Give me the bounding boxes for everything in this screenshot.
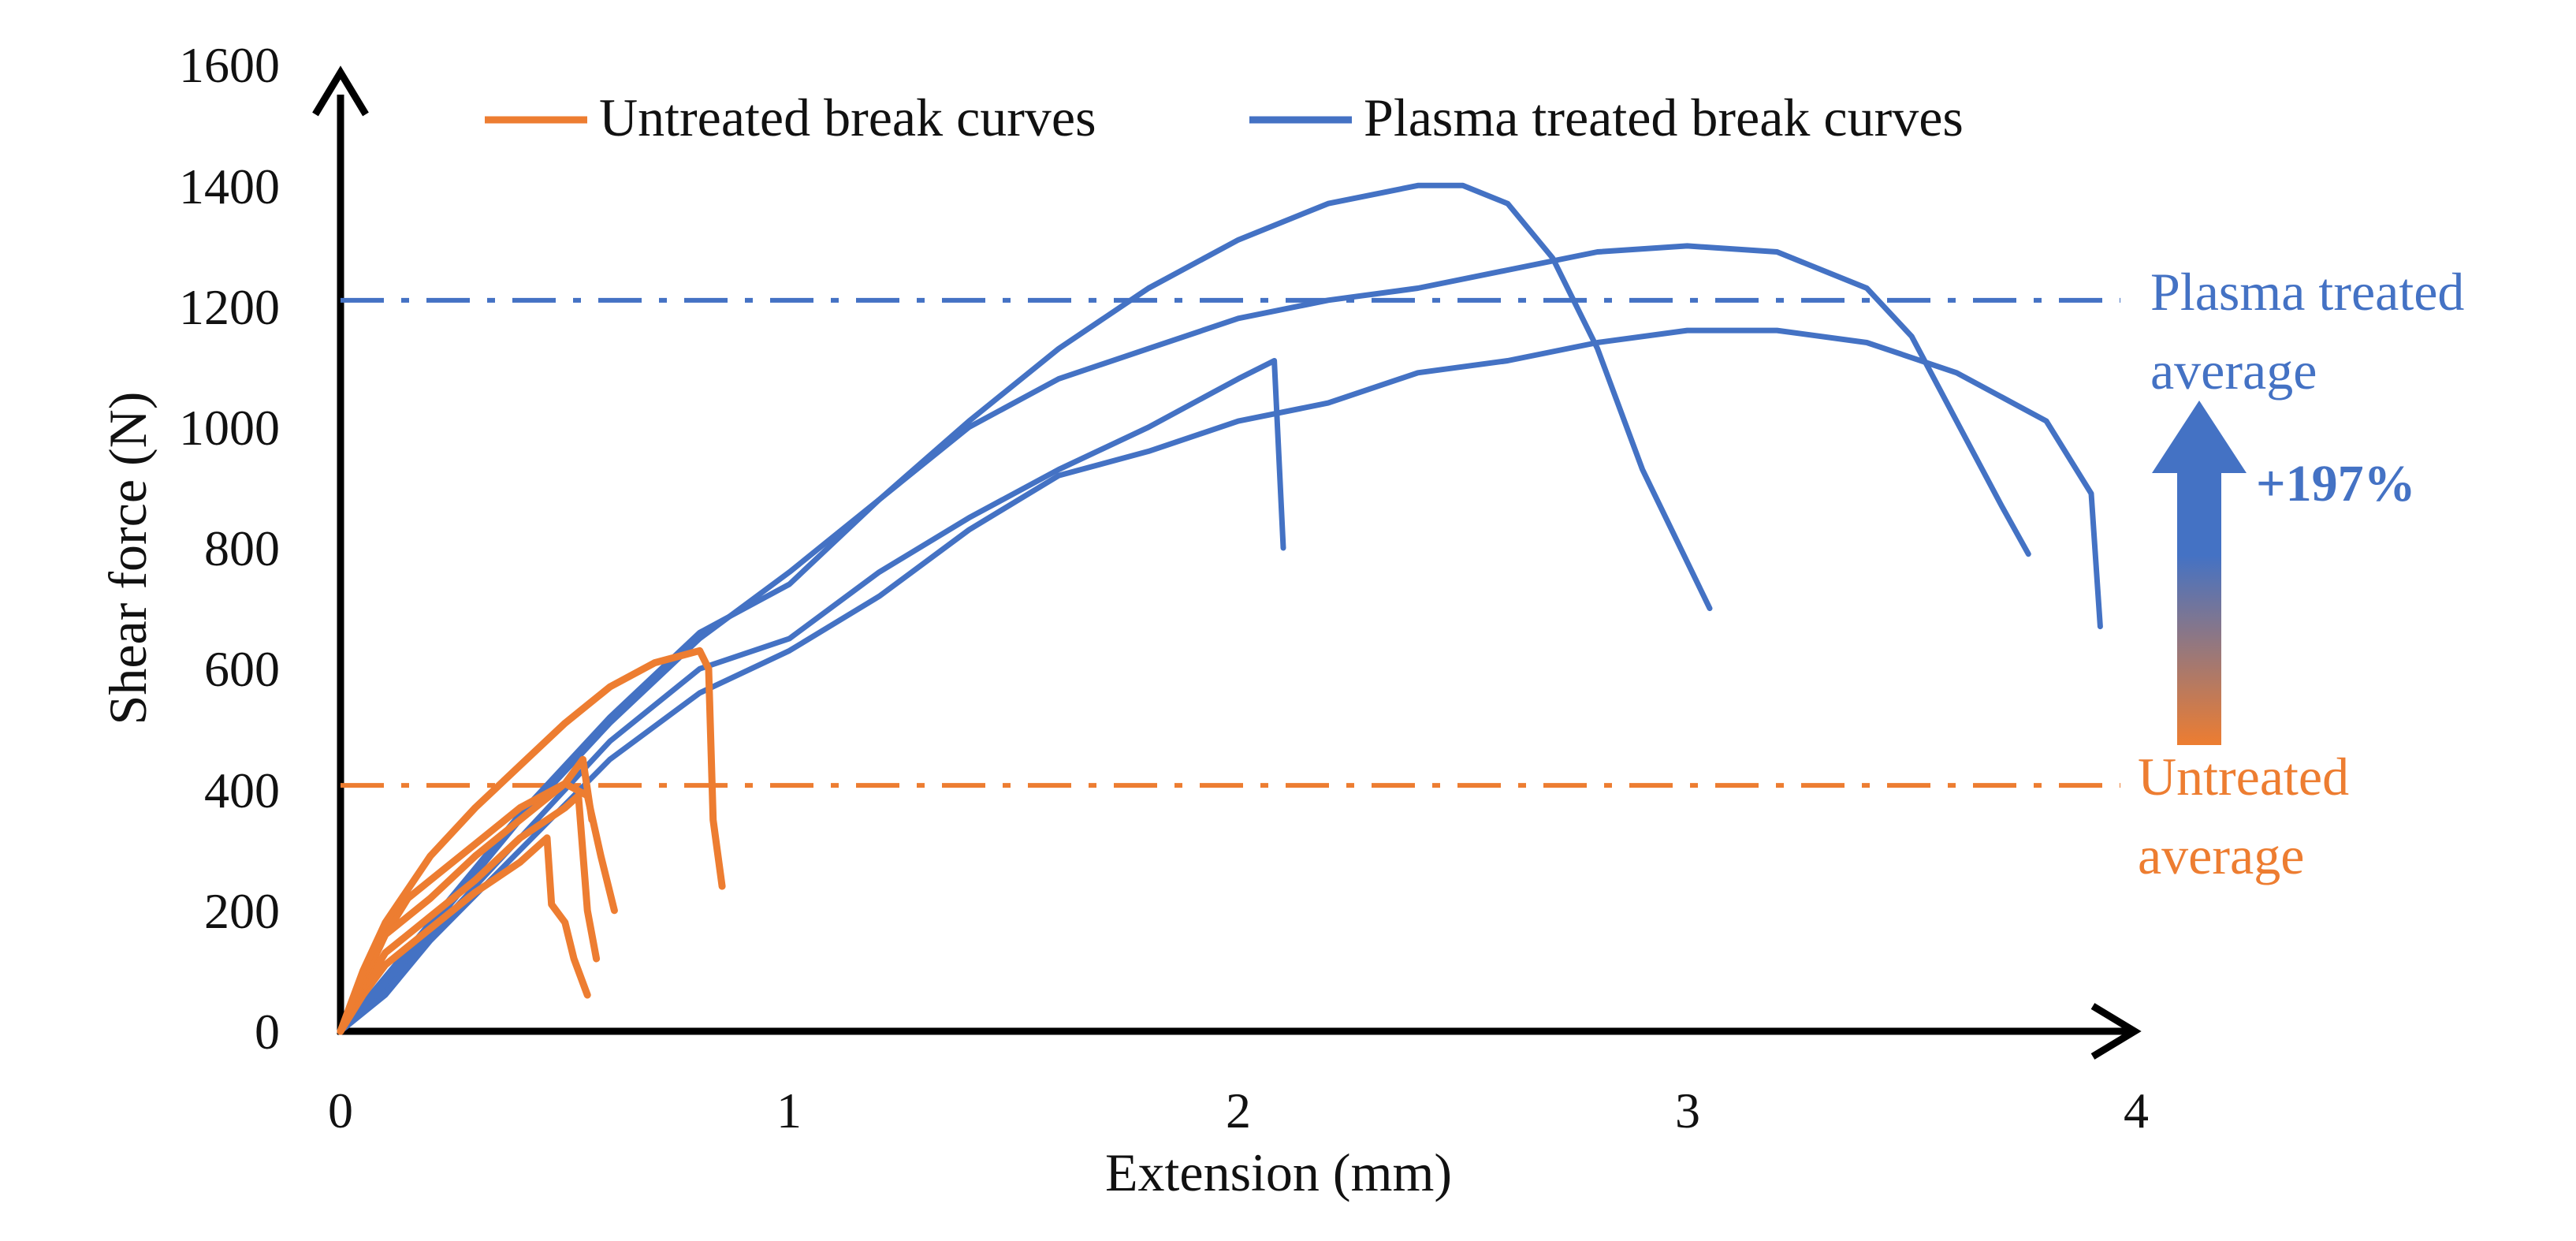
plasma-average-label: Plasma treated average	[2150, 262, 2464, 401]
x-tick-label: 3	[1675, 1083, 1700, 1139]
plasma-treated-break-curve	[337, 327, 2103, 1034]
x-tick-labels: 0 1 2 3 4	[328, 1083, 2149, 1139]
x-tick-label: 0	[328, 1083, 353, 1139]
x-tick-label: 4	[2124, 1083, 2149, 1139]
y-tick-label: 400	[204, 762, 280, 818]
legend: Untreated break curves Plasma treated br…	[485, 88, 1964, 147]
y-axis	[312, 65, 369, 1034]
plasma-treated-break-curve	[337, 243, 2031, 1034]
y-axis-title: Shear force (N)	[98, 392, 158, 725]
x-axis-title: Extension (mm)	[1105, 1142, 1452, 1202]
y-tick-label: 800	[204, 520, 280, 576]
legend-label-plasma: Plasma treated break curves	[1364, 88, 1964, 147]
y-tick-label: 600	[204, 641, 280, 697]
plasma-average-label-line2: average	[2150, 341, 2317, 401]
improvement-arrow-icon	[2152, 401, 2247, 745]
untreated-break-curve	[337, 792, 601, 1035]
y-tick-label: 1600	[179, 37, 280, 93]
series-layer	[337, 182, 2103, 1035]
x-tick-label: 1	[776, 1083, 802, 1139]
y-tick-label: 1200	[179, 279, 280, 335]
plasma-treated-break-curve	[337, 182, 1713, 1034]
untreated-average-label-line2: average	[2138, 825, 2304, 885]
x-axis	[337, 1003, 2142, 1060]
y-tick-labels: 0 200 400 600 800 1000 1200 1400 1600	[179, 37, 280, 1060]
y-tick-label: 1000	[179, 400, 280, 456]
improvement-percent-label: +197%	[2256, 455, 2416, 512]
plasma-treated-break-curve	[337, 358, 1286, 1034]
legend-label-untreated: Untreated break curves	[599, 88, 1096, 147]
y-tick-label: 0	[255, 1004, 280, 1060]
untreated-break-curve	[337, 647, 726, 1035]
plasma-average-label-line1: Plasma treated	[2150, 262, 2464, 322]
untreated-break-curve	[337, 834, 591, 1035]
untreated-average-label: Untreated average	[2138, 747, 2349, 885]
y-tick-label: 200	[204, 883, 280, 939]
y-tick-label: 1400	[179, 158, 280, 214]
x-tick-label: 2	[1226, 1083, 1251, 1139]
untreated-average-label-line1: Untreated	[2138, 747, 2349, 807]
